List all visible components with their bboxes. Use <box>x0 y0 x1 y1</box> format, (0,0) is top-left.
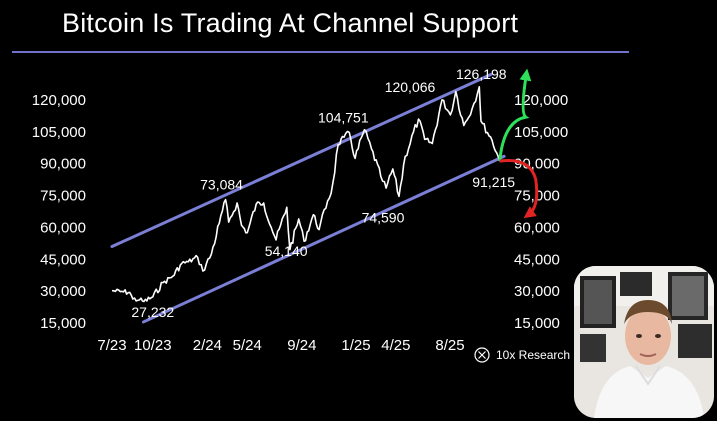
scenario-down-arrow <box>499 159 539 219</box>
y-tick-label-left: 60,000 <box>40 219 86 236</box>
brand-name: 10x Research <box>496 348 571 362</box>
y-tick-label-left: 30,000 <box>40 283 86 300</box>
y-axis-left: 120,000 105,000 90,000 75,000 60,000 45,000 30… <box>32 92 86 332</box>
y-tick-label-left: 45,000 <box>40 251 86 268</box>
y-tick-label-right: 15,000 <box>514 315 560 332</box>
presenter-webcam <box>574 266 714 418</box>
x-tick-label: 2/24 <box>193 337 222 354</box>
y-tick-label-left: 105,000 <box>32 124 86 141</box>
x-tick-label: 5/24 <box>233 337 262 354</box>
price-annotation-label: 54,140 <box>265 243 308 259</box>
x-axis: 7/23 10/23 2/24 5/24 9/24 1/25 4/25 8/25 <box>97 337 464 354</box>
y-tick-label-left: 15,000 <box>40 315 86 332</box>
x-tick-label: 10/23 <box>134 337 172 354</box>
y-tick-label-right: 105,000 <box>514 124 568 141</box>
x-tick-label: 4/25 <box>381 337 410 354</box>
page-title: Bitcoin Is Trading At Channel Support <box>62 8 519 38</box>
price-annotation-label: 91,215 <box>472 174 515 190</box>
price-annotation-label: 27,232 <box>131 304 174 320</box>
y-tick-label-right: 45,000 <box>514 251 560 268</box>
x-tick-label: 1/25 <box>341 337 370 354</box>
price-line <box>111 86 501 303</box>
y-tick-label-right: 30,000 <box>514 283 560 300</box>
y-axis-right: 120,000105,00090,00075,00060,00045,00030… <box>514 92 568 332</box>
title-divider <box>12 51 629 53</box>
price-annotation-label: 104,751 <box>318 109 369 125</box>
price-annotation-label: 120,066 <box>385 79 436 95</box>
scenario-arrows <box>498 68 539 219</box>
y-tick-label-right: 60,000 <box>514 219 560 236</box>
price-annotation-label: 126,198 <box>456 66 507 82</box>
presenter-image <box>574 266 714 418</box>
price-annotation-label: 74,590 <box>362 209 405 225</box>
channel-lower-line <box>141 154 506 324</box>
brand-logo: 10x Research <box>474 347 570 363</box>
y-tick-label-right: 120,000 <box>514 92 568 109</box>
price-annotations: 27,232 73,084 54,140 104,751 74,590 120,066 12… <box>131 66 515 320</box>
trend-channel <box>110 73 506 324</box>
scenario-up-arrow <box>498 68 532 162</box>
y-tick-label-left: 75,000 <box>40 188 86 205</box>
y-tick-label-left: 90,000 <box>40 156 86 173</box>
brand-logo-icon <box>474 347 490 363</box>
channel-upper-line <box>110 73 493 249</box>
y-tick-label-right: 90,000 <box>514 156 560 173</box>
x-tick-label: 9/24 <box>287 337 316 354</box>
x-tick-label: 7/23 <box>97 337 126 354</box>
x-tick-label: 8/25 <box>435 337 464 354</box>
y-tick-label-left: 120,000 <box>32 92 86 109</box>
price-series <box>111 86 501 303</box>
price-annotation-label: 73,084 <box>200 177 243 193</box>
